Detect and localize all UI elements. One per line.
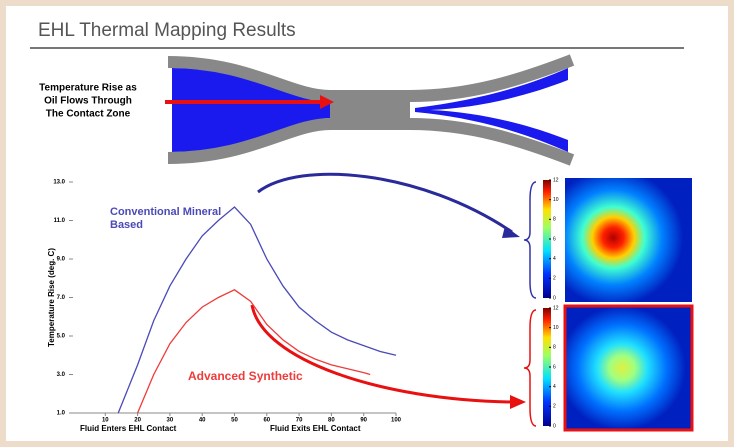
x-annotation: Fluid Exits EHL Contact: [270, 424, 361, 433]
y-tick-label: 11.0: [54, 218, 66, 224]
x-annotation: Fluid Enters EHL Contact: [80, 424, 177, 433]
x-tick-label: 70: [296, 418, 303, 424]
colorbar-tick-label: 2: [553, 276, 556, 282]
colorbar-tick-label: 12: [553, 305, 559, 311]
colorbar-tick-label: 2: [553, 404, 556, 410]
colorbar-tick-label: 0: [553, 423, 556, 429]
colorbar-tick-label: 6: [553, 364, 556, 370]
x-tick-label: 90: [360, 418, 367, 424]
y-tick-label: 7.0: [57, 295, 66, 301]
x-tick-label: 10: [102, 418, 109, 424]
x-tick-label: 30: [167, 418, 174, 424]
y-tick-label: 3.0: [57, 372, 66, 378]
slide: EHL Thermal Mapping Results Temperature …: [0, 0, 734, 447]
y-tick-label: 13.0: [53, 180, 65, 186]
diagram-label: Temperature Rise as: [39, 83, 137, 94]
colorbar-tick-label: 10: [553, 197, 559, 203]
y-tick-label: 1.0: [57, 411, 66, 417]
colorbar-tick-label: 6: [553, 236, 556, 242]
colorbar-tick-label: 4: [553, 384, 556, 390]
colorbar-tick-label: 4: [553, 256, 556, 262]
x-tick-label: 40: [199, 418, 206, 424]
slide-title: EHL Thermal Mapping Results: [38, 20, 296, 41]
diagram-label: The Contact Zone: [46, 109, 131, 120]
diagram-label: Oil Flows Through: [44, 96, 132, 107]
colorbar-tick-label: 10: [553, 325, 559, 331]
colorbar-tick-label: 8: [553, 217, 556, 223]
x-tick-label: 60: [263, 418, 270, 424]
colorbar-tick-label: 12: [553, 177, 559, 183]
x-tick-label: 100: [391, 418, 402, 424]
y-tick-label: 9.0: [57, 257, 66, 263]
y-tick-label: 5.0: [57, 334, 66, 340]
x-tick-label: 20: [134, 418, 141, 424]
series-label: Conventional Mineral Based: [110, 206, 240, 232]
x-tick-label: 80: [328, 418, 335, 424]
colorbar-tick-label: 0: [553, 295, 556, 301]
colorbar-tick-label: 8: [553, 345, 556, 351]
series-label: Advanced Synthetic: [188, 370, 338, 383]
x-tick-label: 50: [231, 418, 238, 424]
y-axis-label: Temperature Rise (deg. C): [47, 248, 56, 347]
